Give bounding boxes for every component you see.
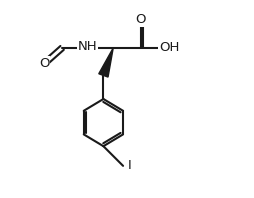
Text: O: O [39,57,50,70]
Text: NH: NH [78,40,98,53]
Text: OH: OH [159,41,180,54]
Polygon shape [99,48,113,77]
Text: O: O [136,13,146,26]
Text: I: I [128,159,132,172]
